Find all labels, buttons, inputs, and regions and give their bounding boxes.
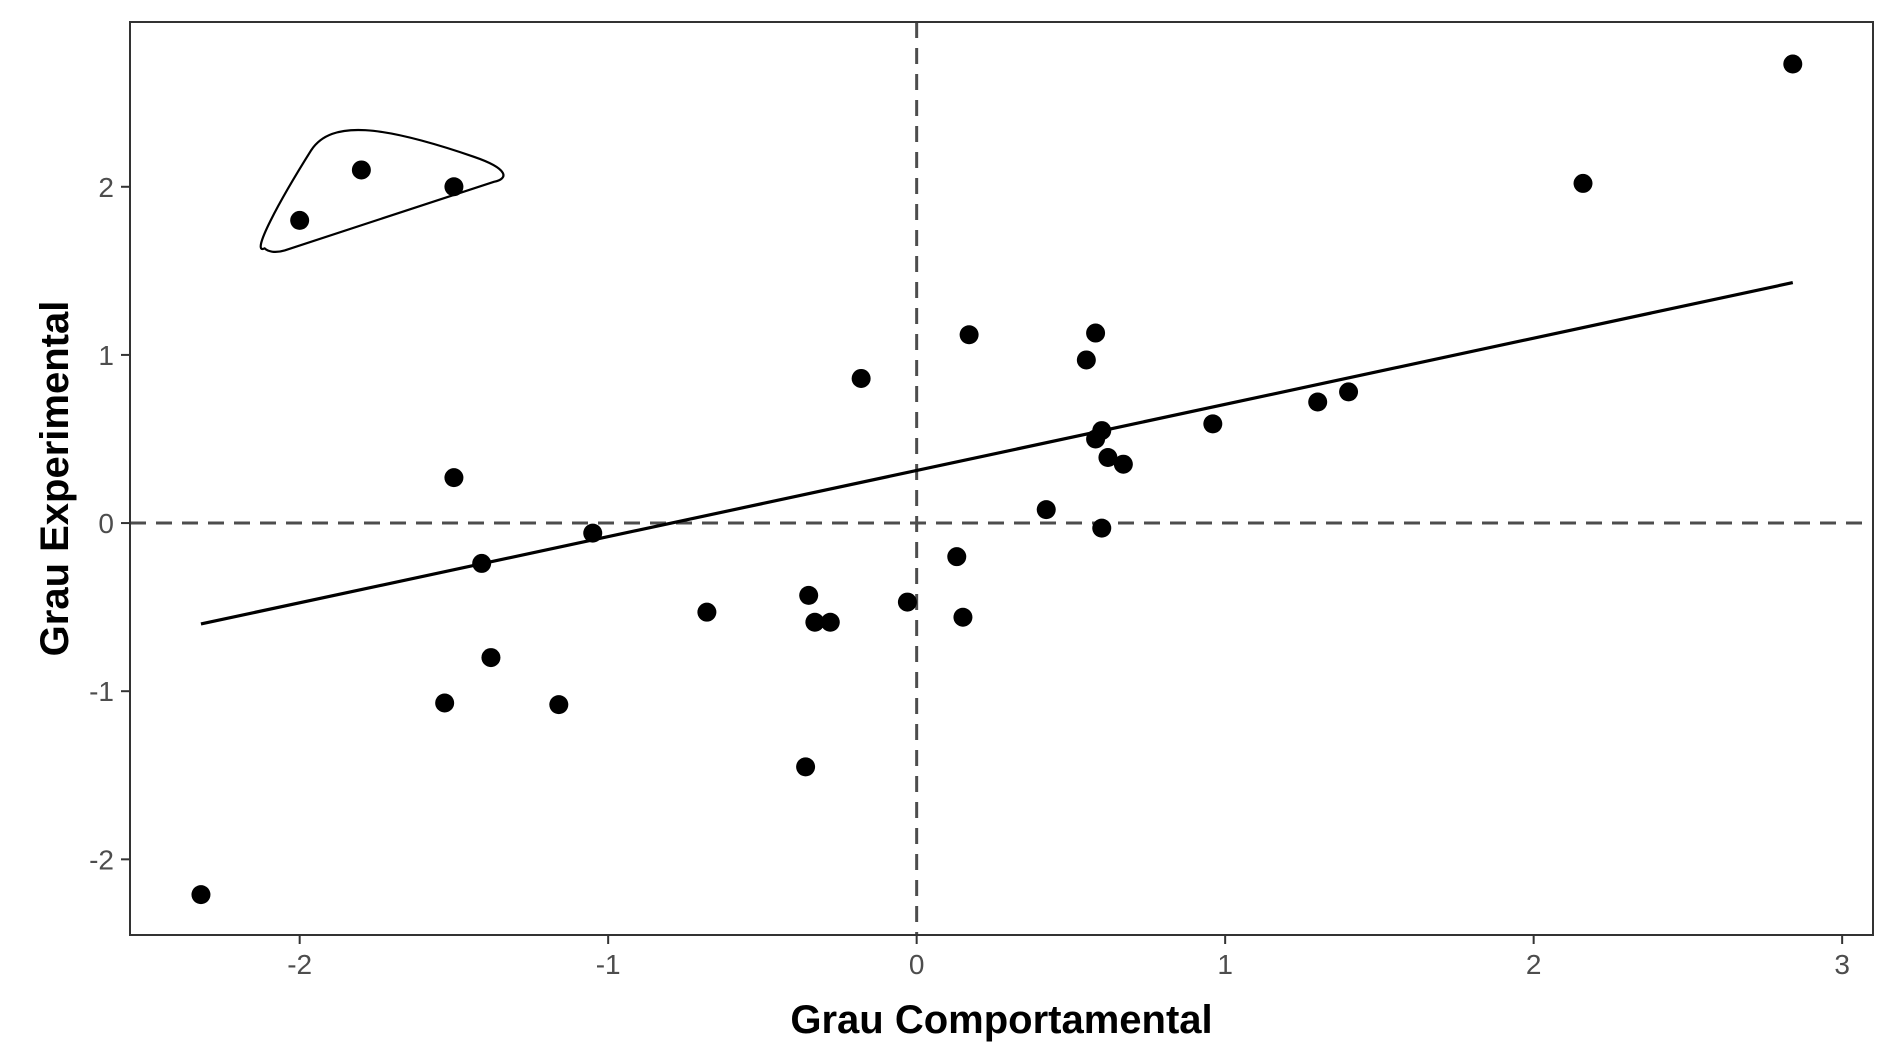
x-tick-label: 0 — [909, 949, 925, 980]
data-point — [851, 368, 871, 388]
highlight-group — [259, 128, 505, 253]
data-point — [1308, 392, 1328, 412]
panel-border — [129, 21, 1874, 936]
data-point — [820, 612, 840, 632]
data-point — [1092, 421, 1112, 441]
x-axis-title: Grau Comportamental — [790, 998, 1212, 1042]
data-point — [697, 602, 717, 622]
data-point — [796, 757, 816, 777]
data-point — [1573, 173, 1593, 193]
trend-line — [200, 281, 1794, 626]
x-axis: -2 -1 0 1 2 3 — [287, 935, 1850, 980]
data-point — [481, 648, 501, 668]
data-points — [191, 54, 1803, 905]
y-tick-label: -2 — [89, 844, 114, 875]
data-point — [351, 160, 371, 180]
x-tick-label: -1 — [596, 949, 621, 980]
data-point — [1076, 350, 1096, 370]
data-point — [1203, 414, 1223, 434]
data-point — [1098, 447, 1118, 467]
x-tick-label: 3 — [1834, 949, 1850, 980]
data-point — [1086, 323, 1106, 343]
trend-line-layer — [200, 281, 1794, 626]
y-axis-title: Grau Experimental — [33, 301, 77, 657]
y-tick-label: 1 — [98, 340, 114, 371]
data-point — [953, 607, 973, 627]
data-point — [805, 612, 825, 632]
x-tick-label: -2 — [287, 949, 312, 980]
data-point — [1036, 500, 1056, 520]
data-point — [444, 177, 464, 197]
data-point — [435, 693, 455, 713]
data-point — [1113, 454, 1133, 474]
data-point — [799, 585, 819, 605]
data-point — [1092, 518, 1112, 538]
y-tick-label: 2 — [98, 172, 114, 203]
x-tick-label: 1 — [1217, 949, 1233, 980]
data-point — [959, 325, 979, 345]
data-point — [897, 592, 917, 612]
data-point — [947, 547, 967, 567]
data-point — [583, 523, 603, 543]
y-axis: -2 -1 0 1 2 — [89, 172, 130, 875]
reference-lines — [130, 22, 1873, 935]
highlight-outline — [259, 128, 505, 253]
data-point — [472, 553, 492, 573]
y-tick-label: 0 — [98, 508, 114, 539]
y-tick-label: -1 — [89, 676, 114, 707]
data-point — [191, 885, 211, 905]
x-tick-label: 2 — [1526, 949, 1542, 980]
data-point — [1339, 382, 1359, 402]
data-point — [290, 210, 310, 230]
data-point — [1783, 54, 1803, 74]
data-point — [549, 695, 569, 715]
data-point — [444, 468, 464, 488]
